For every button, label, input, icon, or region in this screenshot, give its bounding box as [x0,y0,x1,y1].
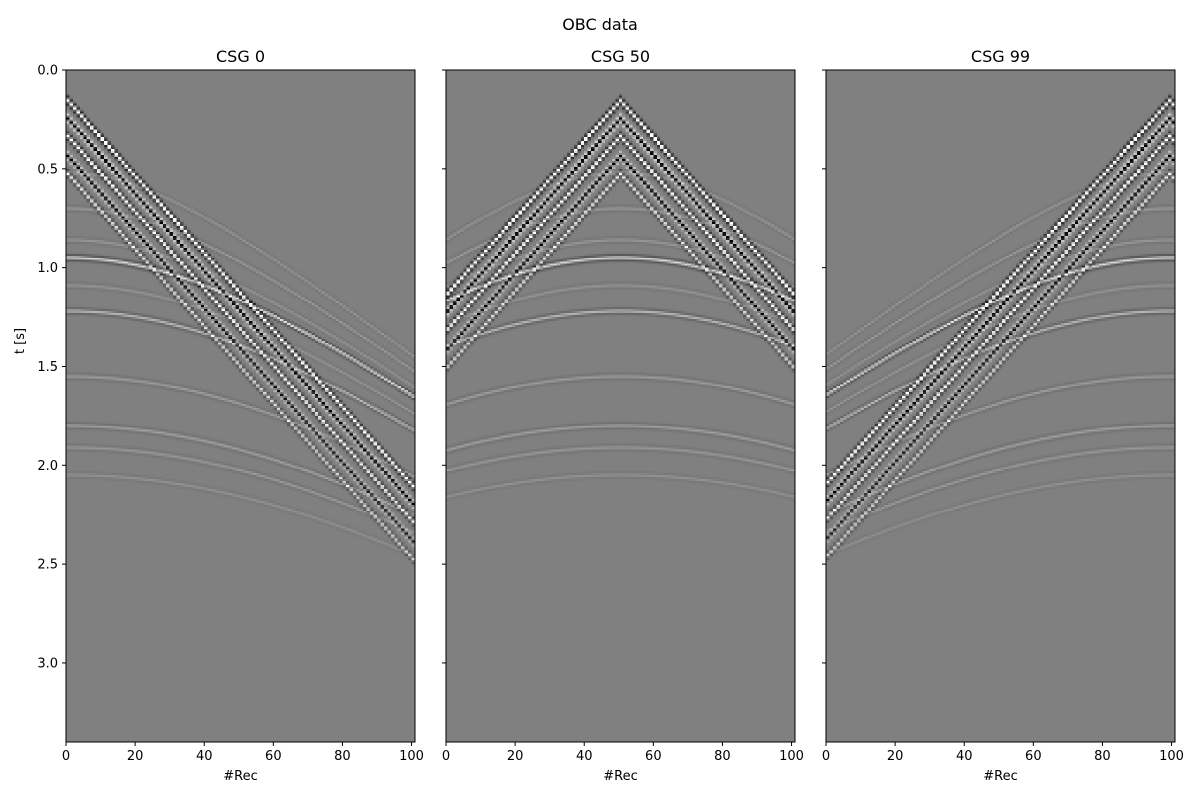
panel-title: CSG 99 [971,47,1030,66]
panel-csg-99: CSG 99 0 20 40 60 80 100 #Rec [822,47,1184,784]
x-tick-label: 80 [1094,749,1111,764]
x-axis-label: #Rec [223,769,258,784]
x-tick-label: 20 [127,749,144,764]
gather-heatmap [66,70,415,742]
x-tick-label: 60 [1025,749,1042,764]
x-tick-label: 0 [442,749,450,764]
x-axis-label: #Rec [603,769,638,784]
y-axis-label: t [s] [13,328,28,354]
y-tick-label: 1.0 [37,261,58,276]
x-tick-label: 100 [1159,749,1184,764]
x-tick-label: 80 [334,749,351,764]
axes-frame [445,69,796,743]
x-axis-label: #Rec [983,769,1018,784]
x-tick-label: 80 [714,749,731,764]
panel-title: CSG 0 [216,47,265,66]
panel-csg-50: CSG 50 0 20 40 60 80 100 #Rec [442,47,804,784]
axes-frame [65,69,416,743]
x-tick-label: 0 [822,749,830,764]
x-tick-label: 100 [779,749,804,764]
x-tick-label: 100 [399,749,424,764]
axes-frame [825,69,1176,743]
gather-heatmap [446,70,795,742]
gather-heatmap [826,70,1175,742]
x-tick-label: 20 [887,749,904,764]
panel-csg-0: CSG 0 0 20 40 60 80 100 0.0 0.5 1.0 1.5 2.0 2.5 3.0 #R… [13,47,424,784]
figure-title: OBC data [562,15,638,34]
y-tick-label: 2.5 [37,558,58,573]
y-tick-label: 2.0 [37,459,58,474]
x-tick-label: 0 [62,749,70,764]
y-tick-label: 1.5 [37,360,58,375]
x-tick-label: 20 [507,749,524,764]
x-tick-label: 40 [956,749,973,764]
y-tick-label: 3.0 [37,656,58,671]
x-tick-label: 40 [576,749,593,764]
y-tick-label: 0.5 [37,162,58,177]
y-tick-label: 0.0 [37,64,58,79]
x-tick-label: 60 [645,749,662,764]
panel-title: CSG 50 [591,47,650,66]
x-tick-label: 60 [265,749,282,764]
x-tick-label: 40 [196,749,213,764]
